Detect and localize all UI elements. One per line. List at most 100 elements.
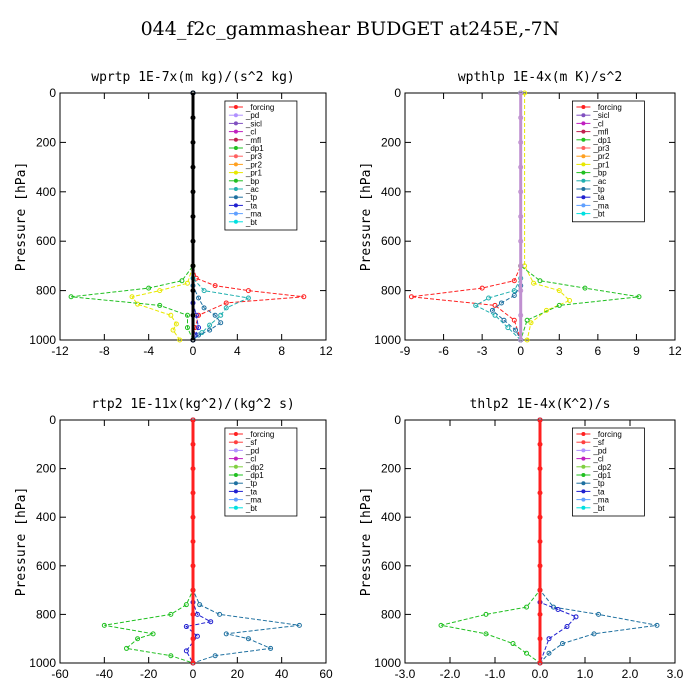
data-point — [190, 417, 196, 423]
data-point — [190, 337, 196, 343]
data-point — [223, 631, 229, 637]
data-point — [190, 164, 196, 170]
y-axis-label: Pressure [hPa] — [14, 162, 29, 272]
legend-marker — [233, 497, 238, 502]
data-point — [190, 90, 196, 96]
legend-marker — [233, 121, 238, 126]
legend-marker — [581, 195, 586, 200]
data-point — [486, 295, 492, 301]
x-tick-label: -3 — [477, 344, 488, 358]
data-point — [190, 312, 196, 318]
data-point — [537, 611, 543, 617]
data-point — [483, 611, 489, 617]
series-line-tp — [192, 93, 222, 341]
data-point — [498, 300, 504, 306]
x-tick-label: 6 — [595, 344, 602, 358]
legend-marker — [581, 154, 586, 159]
data-point — [537, 490, 543, 496]
data-point — [489, 307, 495, 313]
data-point — [184, 325, 190, 331]
series-line-tp — [491, 93, 522, 341]
data-point — [190, 514, 196, 520]
legend-entry: _cl — [245, 455, 256, 464]
data-point — [190, 587, 196, 593]
y-tick-label: 800 — [381, 284, 401, 298]
panel-title: wpthlp 1E-4x(m K)/s^2 — [458, 70, 622, 85]
data-point — [179, 278, 185, 284]
legend-box — [572, 100, 645, 223]
data-point — [479, 285, 485, 291]
legend-entry: _cl — [592, 119, 603, 128]
data-point — [183, 602, 189, 608]
legend-marker — [233, 448, 238, 453]
series-line-dp1 — [192, 93, 304, 341]
x-tick-label: -12 — [51, 344, 69, 358]
legend-marker — [581, 146, 586, 150]
data-point — [190, 214, 196, 219]
data-point — [135, 636, 141, 642]
legend-entry: _mfl — [592, 128, 608, 137]
x-tick-label: 20 — [231, 667, 245, 681]
legend-marker — [581, 129, 586, 134]
data-point — [567, 297, 573, 303]
data-point — [543, 307, 549, 313]
data-point — [556, 288, 562, 294]
x-tick-label: 12 — [319, 344, 333, 358]
legend-marker — [233, 105, 238, 109]
legend-entry: _ta — [245, 487, 258, 496]
data-point — [190, 288, 196, 294]
legend-marker — [233, 203, 238, 208]
data-point — [218, 312, 224, 318]
x-tick-label: -9 — [400, 344, 411, 358]
data-point — [201, 305, 207, 311]
x-tick-label: 9 — [633, 344, 640, 358]
y-tick-label: 0 — [49, 86, 56, 100]
legend-marker — [233, 473, 238, 477]
data-point — [207, 322, 213, 328]
y-axis-label: Pressure [hPa] — [359, 487, 374, 597]
y-tick-label: 400 — [381, 185, 401, 199]
series-line-tp — [539, 420, 658, 664]
legend-entry: _ma — [592, 201, 609, 210]
data-point — [531, 280, 537, 286]
legend-entry: _forcing — [592, 103, 621, 112]
data-point — [556, 302, 562, 308]
legend-entry: _ma — [592, 496, 609, 505]
data-point — [537, 466, 543, 472]
x-tick-label: 3 — [556, 344, 563, 358]
data-point — [596, 611, 601, 617]
x-tick-label: 0.0 — [532, 667, 549, 681]
legend-marker — [581, 464, 586, 469]
legend-marker — [581, 440, 586, 445]
legend-marker — [233, 481, 238, 486]
legend-entry: _pd — [245, 111, 259, 120]
data-point — [518, 214, 524, 219]
data-point — [537, 636, 543, 642]
data-point — [194, 633, 200, 639]
legend-entry: _bt — [592, 210, 605, 219]
legend-marker — [233, 432, 238, 436]
data-point — [245, 636, 251, 642]
series-line-dp1 — [411, 93, 522, 341]
legend-marker — [581, 162, 586, 167]
legend-marker — [233, 505, 238, 510]
legend-entry: _sf — [592, 438, 604, 447]
y-tick-label: 800 — [381, 607, 401, 621]
data-point — [190, 441, 196, 447]
series-line-ac — [474, 93, 522, 341]
data-point — [207, 327, 213, 333]
data-point — [223, 305, 229, 311]
data-point — [518, 288, 524, 294]
data-point — [150, 631, 156, 637]
legend-entry: _tp — [592, 479, 605, 488]
legend-marker — [233, 154, 238, 159]
legend-entry: _ac — [592, 177, 606, 186]
legend-marker — [581, 505, 586, 510]
data-point — [208, 619, 214, 625]
x-tick-label: 12 — [668, 344, 682, 358]
legend-entry: _pd — [245, 446, 259, 455]
data-point — [654, 622, 660, 628]
data-point — [518, 115, 524, 121]
panel-title: wprtp 1E-7x(m kg)/(s^2 kg) — [91, 70, 295, 85]
